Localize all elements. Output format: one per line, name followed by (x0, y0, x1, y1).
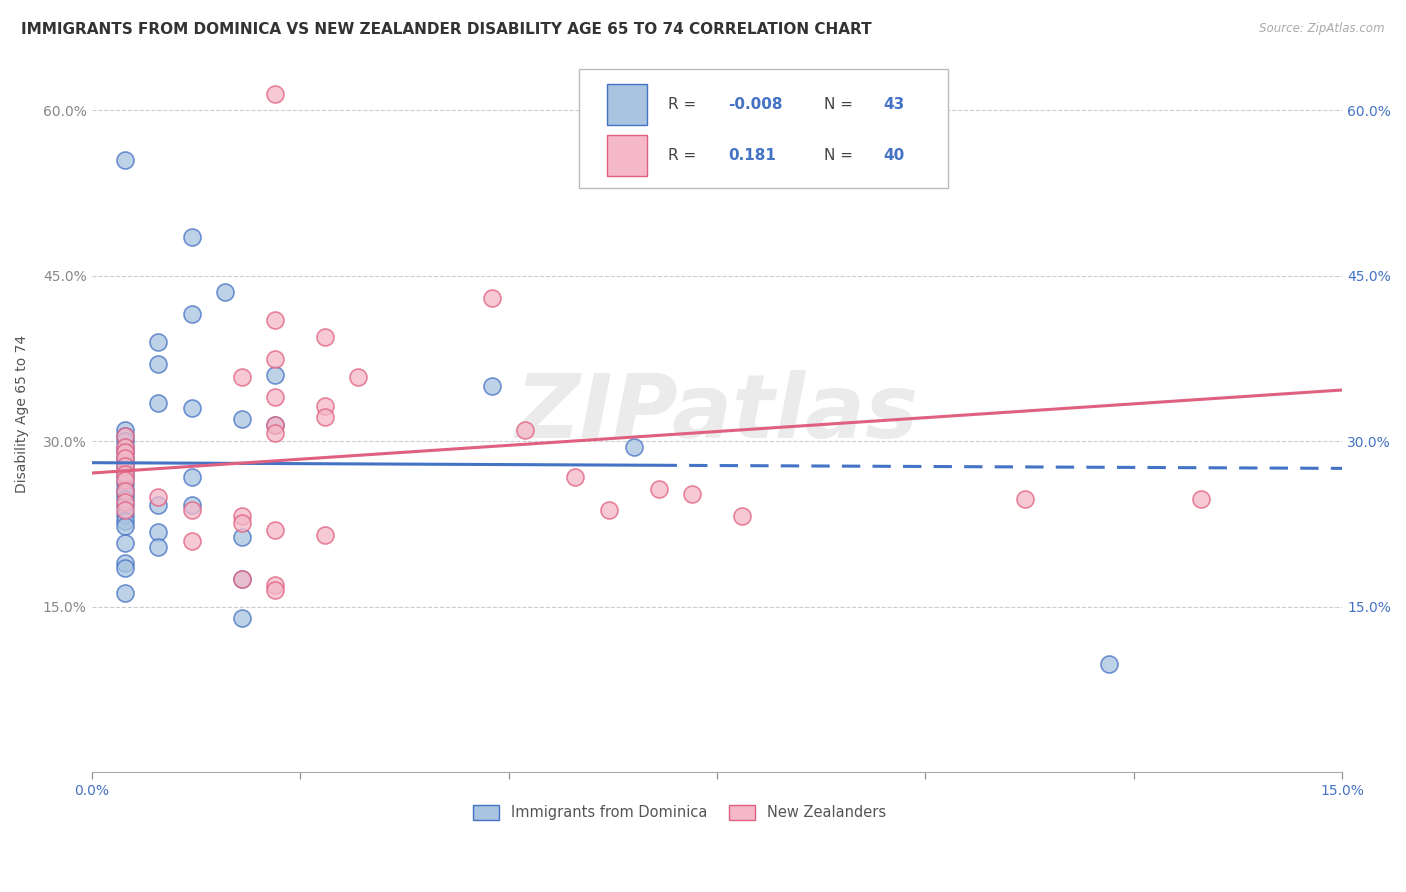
Point (114, 499, 136, 513)
Point (347, 370, 370, 384)
Point (114, 556, 136, 570)
Point (114, 445, 136, 459)
Point (231, 412, 253, 426)
FancyBboxPatch shape (607, 135, 647, 176)
Point (731, 509, 754, 524)
Point (264, 417, 287, 432)
Point (314, 399, 336, 413)
Point (314, 329, 336, 343)
Text: ZIPatlas: ZIPatlas (516, 370, 918, 458)
Point (180, 499, 202, 513)
Point (681, 487, 703, 501)
Point (148, 490, 170, 504)
Point (180, 502, 202, 516)
Point (114, 482, 136, 496)
Text: Source: ZipAtlas.com: Source: ZipAtlas.com (1260, 22, 1385, 36)
Text: 0.181: 0.181 (728, 148, 776, 163)
Point (114, 476, 136, 491)
Point (264, 578, 287, 592)
Point (481, 291, 503, 305)
Point (114, 429, 136, 443)
Point (647, 482, 669, 496)
Point (264, 417, 287, 432)
Point (114, 473, 136, 487)
Point (148, 357, 170, 371)
Point (180, 230, 202, 244)
Point (264, 583, 287, 598)
Point (114, 502, 136, 516)
Point (114, 495, 136, 509)
Point (231, 611, 253, 625)
Point (231, 516, 253, 530)
Point (114, 483, 136, 498)
Point (114, 458, 136, 473)
Point (114, 491, 136, 506)
Text: N =: N = (824, 96, 859, 112)
Point (114, 153, 136, 167)
Point (114, 445, 136, 459)
FancyBboxPatch shape (579, 70, 948, 188)
Point (515, 423, 537, 437)
Point (114, 561, 136, 575)
Point (314, 410, 336, 425)
Point (114, 429, 136, 443)
Point (264, 390, 287, 404)
Point (564, 469, 586, 483)
Point (148, 334, 170, 349)
Text: IMMIGRANTS FROM DOMINICA VS NEW ZEALANDER DISABILITY AGE 65 TO 74 CORRELATION CH: IMMIGRANTS FROM DOMINICA VS NEW ZEALANDE… (21, 22, 872, 37)
Point (114, 440, 136, 454)
Point (114, 434, 136, 449)
Point (231, 509, 253, 524)
Point (264, 313, 287, 327)
Text: 43: 43 (883, 96, 904, 112)
Point (1189, 491, 1212, 506)
Text: 40: 40 (883, 148, 904, 163)
Point (114, 585, 136, 599)
Point (231, 572, 253, 586)
Point (148, 541, 170, 555)
Text: R =: R = (668, 148, 702, 163)
Point (114, 508, 136, 523)
Point (114, 514, 136, 528)
Point (180, 401, 202, 416)
Point (264, 351, 287, 366)
Point (264, 368, 287, 383)
Point (214, 285, 236, 300)
Text: N =: N = (824, 148, 859, 163)
Point (264, 425, 287, 440)
Point (114, 487, 136, 501)
Text: R =: R = (668, 96, 702, 112)
Point (231, 572, 253, 586)
Point (481, 379, 503, 393)
Point (114, 536, 136, 550)
Point (180, 469, 202, 483)
Point (623, 440, 645, 454)
Point (114, 465, 136, 479)
Point (148, 499, 170, 513)
Point (114, 467, 136, 482)
Point (114, 458, 136, 473)
Point (148, 395, 170, 409)
Point (314, 528, 336, 542)
Point (114, 440, 136, 454)
Point (231, 370, 253, 384)
Point (180, 308, 202, 322)
Point (114, 423, 136, 437)
Point (180, 533, 202, 548)
Point (114, 450, 136, 465)
Point (1098, 657, 1121, 672)
Point (264, 87, 287, 101)
Point (114, 450, 136, 465)
Point (598, 502, 620, 516)
FancyBboxPatch shape (607, 84, 647, 125)
Point (1014, 491, 1036, 506)
Point (231, 530, 253, 544)
Point (264, 523, 287, 537)
Point (114, 469, 136, 483)
Y-axis label: Disability Age 65 to 74: Disability Age 65 to 74 (15, 334, 30, 492)
Text: -0.008: -0.008 (728, 96, 783, 112)
Legend: Immigrants from Dominica, New Zealanders: Immigrants from Dominica, New Zealanders (467, 799, 891, 826)
Point (114, 519, 136, 533)
Point (148, 524, 170, 539)
